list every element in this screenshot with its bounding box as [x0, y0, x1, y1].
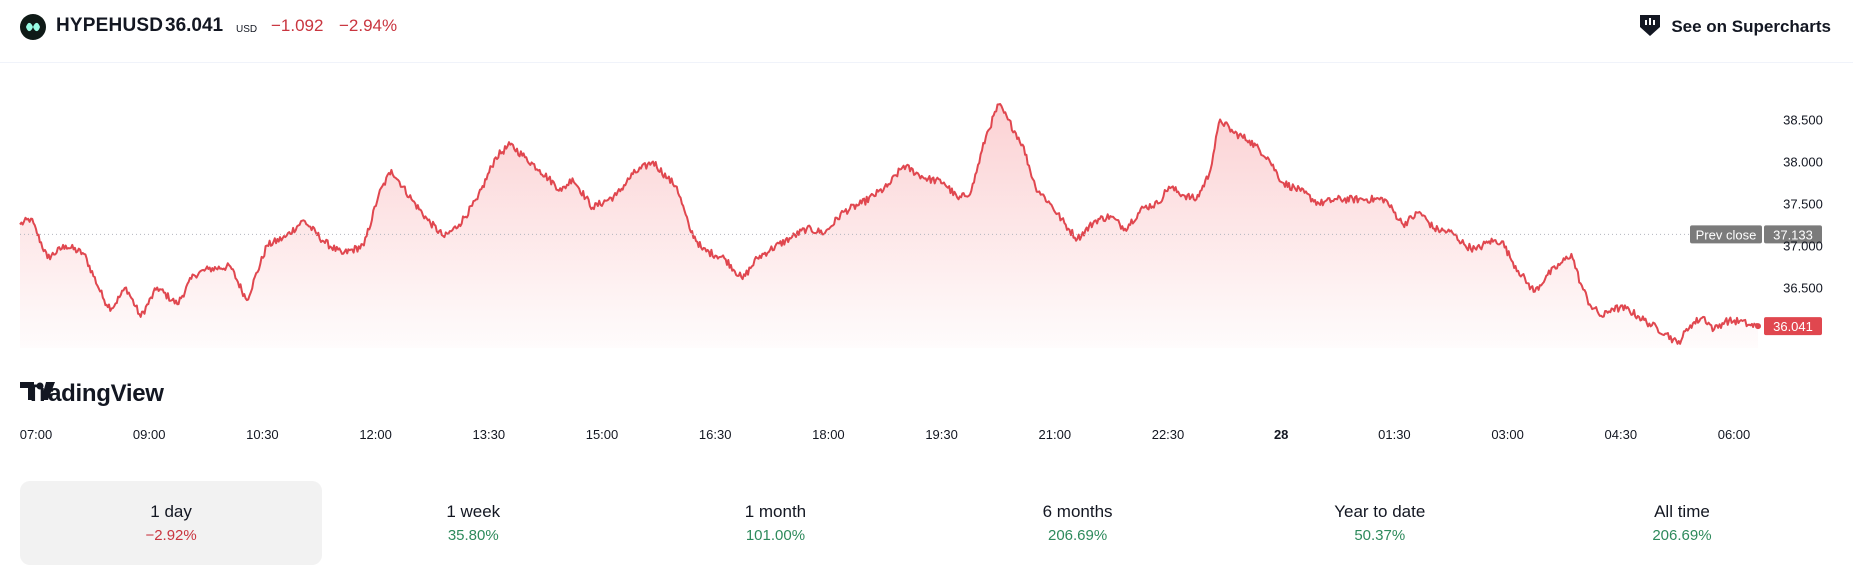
x-tick-label: 21:00 — [1039, 427, 1072, 442]
period-label: All time — [1654, 502, 1710, 521]
prev-close-label-box — [1690, 225, 1762, 244]
x-tick-label: 07:00 — [20, 427, 53, 442]
prev-close-value-box — [1764, 225, 1822, 244]
x-tick-label: 06:00 — [1718, 427, 1751, 442]
last-price: 36.041 — [165, 15, 224, 36]
period-label: 1 month — [744, 502, 807, 521]
symbol-header: HYPEHUSD 36.041 USD −1.092 −2.94% See on… — [0, 0, 1853, 63]
x-tick-label: 28 — [1274, 427, 1288, 442]
currency-label: USD — [236, 24, 258, 35]
period-6-months[interactable]: 6 months 206.69% — [927, 481, 1229, 565]
price-chart[interactable]: Prev close 37.133 38.500 38.000 37.500 37.00… — [0, 62, 1853, 452]
x-tick-label: 01:30 — [1378, 427, 1411, 442]
x-tick-label: 16:30 — [699, 427, 732, 442]
period-change: 206.69% — [1047, 527, 1108, 544]
period-1-month[interactable]: 1 month 101.00% — [624, 481, 926, 565]
period-year-to-date[interactable]: Year to date 50.37% — [1229, 481, 1531, 565]
period-change: 101.00% — [745, 527, 806, 544]
y-tick-label: 37.000 — [1783, 239, 1823, 254]
x-tick-label: 10:30 — [246, 427, 279, 442]
period-label: 1 day — [150, 502, 192, 521]
hype-logo-icon — [20, 14, 46, 40]
supercharts-label: See on Supercharts — [1671, 17, 1831, 36]
last-price-tag: 36.041 — [1773, 319, 1813, 334]
see-on-supercharts-button[interactable]: See on Supercharts — [1637, 11, 1831, 43]
period-1-day[interactable]: 1 day −2.92% — [20, 481, 323, 565]
y-tick-label: 37.500 — [1783, 197, 1823, 212]
period-label: 1 week — [446, 502, 501, 521]
period-change: 35.80% — [447, 527, 499, 544]
price-change: −1.092 — [271, 16, 324, 35]
prev-close-label: Prev close — [1696, 227, 1757, 242]
price-change-percent: −2.94% — [339, 16, 398, 35]
symbol-name: HYPEHUSD — [56, 15, 164, 36]
y-tick-label: 38.500 — [1783, 113, 1823, 128]
period-label: 6 months — [1042, 502, 1113, 521]
x-tick-label: 04:30 — [1605, 427, 1638, 442]
price-area-fill — [20, 104, 1758, 348]
price-chart-svg: Prev close 37.133 38.500 38.000 37.500 37.00… — [19, 103, 1823, 442]
period-all-time[interactable]: All time 206.69% — [1531, 481, 1833, 565]
prev-close-value: 37.133 — [1773, 227, 1813, 242]
y-tick-label: 38.000 — [1783, 155, 1823, 170]
period-label: Year to date — [1334, 502, 1426, 521]
x-tick-label: 13:30 — [473, 427, 506, 442]
period-change: 206.69% — [1652, 527, 1712, 544]
x-tick-label: 19:30 — [925, 427, 958, 442]
x-tick-label: 15:00 — [586, 427, 619, 442]
supercharts-icon — [1637, 13, 1663, 42]
price-line — [19, 103, 1759, 345]
last-price-tag-box — [1764, 317, 1822, 336]
x-tick-label: 03:00 — [1491, 427, 1524, 442]
x-tick-label: 09:00 — [133, 427, 166, 442]
period-change: 50.37% — [1354, 527, 1406, 544]
tradingview-watermark: TradingView — [20, 380, 164, 408]
performance-periods: 1 day −2.92% 1 week 35.80% 1 month 101.0… — [20, 481, 1833, 565]
x-tick-label: 12:00 — [359, 427, 392, 442]
period-change: −2.92% — [145, 527, 197, 544]
x-tick-label: 22:30 — [1152, 427, 1185, 442]
y-tick-label: 36.500 — [1783, 281, 1823, 296]
x-tick-label: 18:00 — [812, 427, 845, 442]
period-1-week[interactable]: 1 week 35.80% — [322, 481, 624, 565]
last-price-dot — [1755, 323, 1761, 330]
